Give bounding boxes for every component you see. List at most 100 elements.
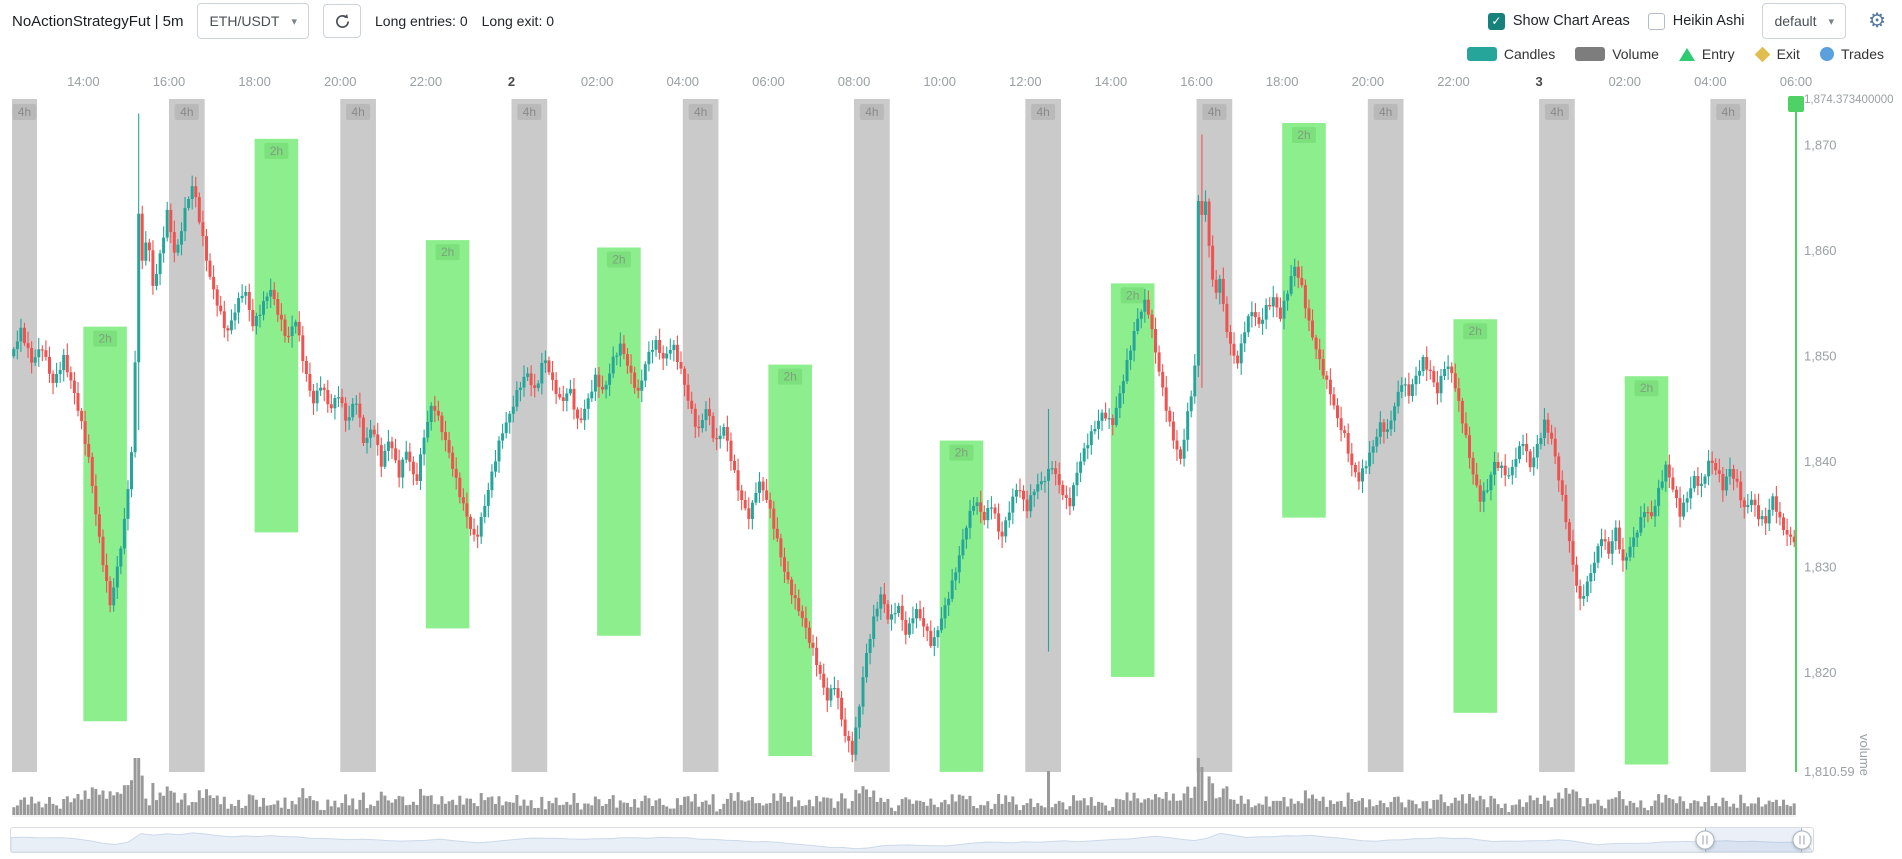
show-chart-areas-label: Show Chart Areas <box>1512 13 1630 29</box>
legend-volume[interactable]: Volume <box>1575 46 1659 62</box>
svg-text:14:00: 14:00 <box>67 74 100 89</box>
svg-text:2h: 2h <box>441 245 454 259</box>
pair-select[interactable]: ETH/USDT ▾ <box>197 3 309 39</box>
heikin-ashi-checkbox[interactable]: ✓ <box>1647 12 1665 30</box>
svg-text:1,840: 1,840 <box>1804 454 1837 469</box>
svg-text:18:00: 18:00 <box>238 74 271 89</box>
axes: 14:00 16:00 18:00 20:00 22:00 2 02:00 04:00 06:0… <box>12 74 1894 817</box>
svg-text:4h: 4h <box>180 105 193 119</box>
svg-text:1,870: 1,870 <box>1804 138 1837 153</box>
svg-text:4h: 4h <box>523 105 536 119</box>
svg-text:16:00: 16:00 <box>153 74 186 89</box>
data-zoom-shadow <box>11 832 1813 852</box>
svg-text:08:00: 08:00 <box>838 74 871 89</box>
svg-text:12:00: 12:00 <box>1009 74 1042 89</box>
svg-text:1,860: 1,860 <box>1804 243 1837 258</box>
data-zoom-window[interactable] <box>1704 828 1803 852</box>
svg-text:volume: volume <box>1857 734 1872 776</box>
legend-candles[interactable]: Candles <box>1466 46 1555 62</box>
svg-text:1,874.373400000: 1,874.373400000 <box>1804 94 1894 106</box>
volume-series <box>12 758 1796 815</box>
svg-text:02:00: 02:00 <box>1608 74 1641 89</box>
data-zoom-right-handle[interactable] <box>1792 830 1812 850</box>
legend-label: Trades <box>1840 46 1884 62</box>
svg-text:2h: 2h <box>955 446 968 460</box>
plot-config-select[interactable]: default ▾ <box>1762 3 1847 39</box>
volume-swatch <box>1575 47 1606 61</box>
show-chart-areas-checkbox[interactable]: ✓ <box>1487 12 1505 30</box>
plot-config-value: default <box>1774 13 1817 29</box>
candles-swatch <box>1466 47 1497 61</box>
svg-text:14:00: 14:00 <box>1095 74 1128 89</box>
toolbar: NoActionStrategyFut | 5m ETH/USDT ▾ Long… <box>0 0 1902 42</box>
chevron-down-icon: ▾ <box>291 15 297 28</box>
chart-area-2h <box>425 240 470 629</box>
svg-text:1,810.59: 1,810.59 <box>1804 764 1855 779</box>
svg-text:2h: 2h <box>612 252 625 266</box>
toolbar-right-group: ✓ Show Chart Areas ✓ Heikin Ashi default… <box>1487 3 1890 39</box>
svg-text:06:00: 06:00 <box>752 74 785 89</box>
svg-text:1,820: 1,820 <box>1804 665 1837 680</box>
svg-text:2: 2 <box>508 74 515 89</box>
chart-area-2h <box>597 247 641 636</box>
svg-text:04:00: 04:00 <box>667 74 700 89</box>
svg-text:16:00: 16:00 <box>1180 74 1213 89</box>
svg-text:2h: 2h <box>1469 324 1482 338</box>
exit-diamond-icon <box>1754 46 1770 62</box>
svg-text:4h: 4h <box>865 105 878 119</box>
svg-text:02:00: 02:00 <box>581 74 614 89</box>
svg-text:4h: 4h <box>351 105 364 119</box>
svg-text:4h: 4h <box>1550 105 1563 119</box>
chart-legend: Candles Volume Entry Exit Trades <box>1466 42 1884 66</box>
trades-circle-icon <box>1819 47 1834 61</box>
svg-text:06:00: 06:00 <box>1780 74 1813 89</box>
svg-text:20:00: 20:00 <box>1352 74 1385 89</box>
svg-text:2h: 2h <box>1297 128 1310 142</box>
svg-text:22:00: 22:00 <box>1437 74 1470 89</box>
chart-area-2h <box>83 326 127 722</box>
settings-button[interactable]: ⚙ <box>1864 9 1890 33</box>
legend-label: Exit <box>1776 46 1800 62</box>
heikin-ashi-toggle[interactable]: ✓ Heikin Ashi <box>1647 12 1744 30</box>
long-exit-stat: Long exit: 0 <box>481 13 555 29</box>
svg-text:2h: 2h <box>98 332 111 346</box>
legend-label: Volume <box>1612 46 1659 62</box>
svg-text:1,850: 1,850 <box>1804 349 1837 364</box>
svg-text:4h: 4h <box>1379 105 1392 119</box>
price-chart[interactable]: 4h 4h 4h 4h 4h 4h 4h 4h 4h 4h 4h 2h 2h 2h 2h 2h 2h 2h 2h 2h… <box>0 62 1902 824</box>
strategy-title: NoActionStrategyFut | 5m <box>12 12 184 30</box>
svg-text:2h: 2h <box>1640 381 1653 395</box>
candlestick-series <box>12 113 1796 763</box>
chevron-down-icon: ▾ <box>1828 15 1835 28</box>
legend-label: Entry <box>1701 46 1735 62</box>
data-zoom-slider[interactable] <box>10 827 1814 853</box>
chart-area-2h <box>939 440 984 772</box>
legend-trades[interactable]: Trades <box>1819 46 1884 62</box>
legend-exit[interactable]: Exit <box>1754 46 1800 62</box>
svg-text:2h: 2h <box>784 370 797 384</box>
long-entries-stat: Long entries: 0 <box>375 13 468 29</box>
chart-area-4h <box>511 99 548 772</box>
show-chart-areas-toggle[interactable]: ✓ Show Chart Areas <box>1487 12 1630 30</box>
legend-entry[interactable]: Entry <box>1678 46 1735 62</box>
pair-select-value: ETH/USDT <box>209 13 280 29</box>
chart-area-4h <box>1025 99 1061 772</box>
chart-area-2h <box>1282 122 1326 518</box>
svg-text:2h: 2h <box>1126 288 1139 302</box>
svg-text:4h: 4h <box>1036 105 1049 119</box>
svg-text:10:00: 10:00 <box>923 74 956 89</box>
svg-text:4h: 4h <box>1722 105 1735 119</box>
chart-area-2h <box>1624 376 1669 765</box>
chart-area-2h <box>1453 319 1498 713</box>
chart-area-4h <box>854 99 890 772</box>
chart-area-4h <box>1367 99 1404 772</box>
refresh-button[interactable] <box>323 4 361 38</box>
refresh-icon <box>335 13 349 28</box>
svg-text:22:00: 22:00 <box>410 74 443 89</box>
data-zoom-left-handle[interactable] <box>1695 830 1715 850</box>
current-price-tag <box>1788 96 1804 112</box>
chart-area-4h <box>1710 99 1747 772</box>
svg-text:04:00: 04:00 <box>1694 74 1727 89</box>
svg-text:2h: 2h <box>270 144 283 158</box>
